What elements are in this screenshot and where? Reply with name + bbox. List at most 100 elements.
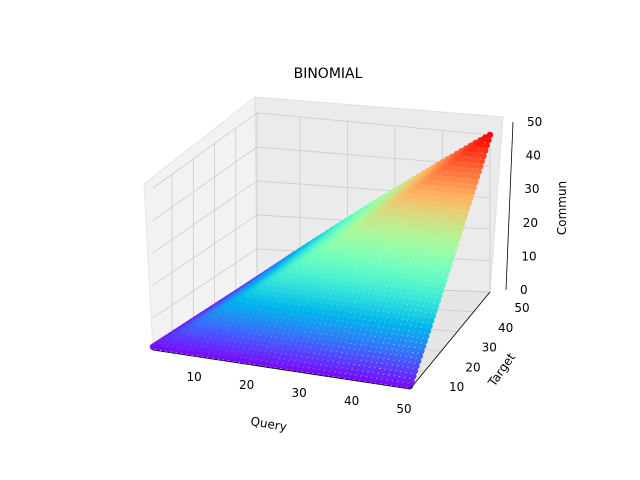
data-point <box>292 319 299 326</box>
data-point <box>467 146 474 153</box>
data-point <box>252 298 259 305</box>
data-point <box>344 295 352 303</box>
data-point <box>321 287 328 294</box>
data-point <box>336 289 343 296</box>
data-point <box>352 244 360 252</box>
data-point <box>380 347 387 354</box>
data-point <box>328 267 335 275</box>
data-point <box>375 268 382 276</box>
data-point <box>240 352 248 359</box>
data-point <box>364 256 371 264</box>
data-point <box>321 272 328 279</box>
data-point <box>237 346 244 354</box>
data-point <box>442 208 450 215</box>
data-point <box>322 313 329 320</box>
data-point <box>298 304 305 312</box>
data-point <box>365 283 372 290</box>
data-point <box>414 342 422 349</box>
data-point <box>237 321 244 328</box>
z-tick-label: 0 <box>520 283 528 297</box>
data-point <box>317 353 325 361</box>
data-point <box>423 205 430 213</box>
data-point <box>301 310 308 317</box>
data-point <box>431 212 438 219</box>
data-point <box>439 202 446 209</box>
data-point <box>409 357 417 364</box>
data-point <box>342 316 349 323</box>
data-point <box>376 237 383 244</box>
data-point <box>424 296 431 303</box>
data-point <box>344 311 351 318</box>
data-point <box>424 312 431 319</box>
data-point <box>439 218 446 225</box>
data-point <box>290 324 298 331</box>
data-point <box>342 259 349 266</box>
data-point <box>302 336 309 343</box>
data-point <box>245 327 252 335</box>
data-point <box>282 358 290 366</box>
data-point <box>376 341 384 349</box>
data-point <box>473 157 481 164</box>
data-point <box>452 241 459 248</box>
data-point <box>341 290 348 297</box>
data-point <box>475 152 482 159</box>
data-point <box>390 349 398 356</box>
data-point <box>419 311 426 318</box>
data-point <box>402 251 410 258</box>
data-point <box>400 334 408 342</box>
data-point <box>465 167 473 174</box>
data-point <box>426 306 433 314</box>
data-point <box>278 327 285 334</box>
data-point <box>413 220 420 227</box>
data-point <box>444 202 451 210</box>
data-point <box>410 273 418 280</box>
data-point <box>388 322 396 330</box>
data-point <box>349 254 356 262</box>
data-point <box>249 293 256 300</box>
data-point <box>181 348 188 355</box>
data-point <box>432 302 440 309</box>
data-point <box>481 147 489 154</box>
data-point <box>351 291 358 298</box>
data-point <box>441 213 448 220</box>
data-point <box>324 293 331 300</box>
data-point <box>470 168 477 175</box>
data-point <box>475 168 482 175</box>
data-point <box>277 302 285 309</box>
data-point <box>331 345 339 353</box>
data-point <box>411 320 418 327</box>
data-point <box>417 221 425 228</box>
data-point <box>368 366 375 373</box>
data-point <box>363 272 371 279</box>
data-point <box>309 291 316 298</box>
data-point <box>295 340 302 347</box>
data-point <box>434 185 442 193</box>
data-point <box>437 255 444 262</box>
data-point <box>451 166 458 173</box>
data-point <box>350 369 358 376</box>
data-point <box>269 351 276 358</box>
data-point <box>413 362 420 370</box>
data-point <box>273 286 280 293</box>
data-point <box>262 340 269 347</box>
data-point <box>378 305 385 313</box>
data-point <box>363 334 370 342</box>
data-point <box>416 337 423 344</box>
data-point <box>356 292 363 299</box>
data-point <box>419 200 427 207</box>
data-point <box>374 226 382 233</box>
data-point <box>401 366 408 373</box>
data-point <box>323 323 330 331</box>
data-point <box>397 234 405 241</box>
data-point <box>404 261 411 269</box>
data-point <box>343 285 350 292</box>
data-point <box>397 282 404 289</box>
data-point <box>246 338 254 345</box>
data-point <box>298 361 305 368</box>
data-point <box>426 275 433 282</box>
data-point <box>342 331 349 339</box>
data-point <box>255 329 263 336</box>
data-point <box>370 361 377 369</box>
data-point <box>325 303 333 310</box>
